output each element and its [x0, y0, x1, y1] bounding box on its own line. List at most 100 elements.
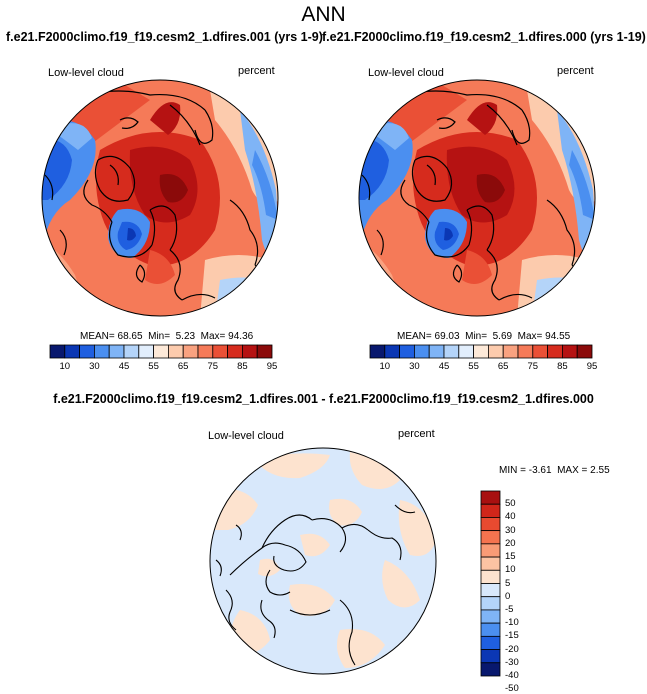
colorbar-box	[94, 344, 110, 359]
diff-title: f.e21.F2000climo.f19_f19.cesm2_1.dfires.…	[53, 392, 594, 406]
colorbar-tick-label: 10	[505, 564, 516, 576]
colorbar-3	[480, 490, 501, 677]
colorbar-tick-label: 75	[207, 361, 219, 372]
colorbar-tick-label: 65	[497, 361, 509, 372]
mean-label: MEAN=	[397, 331, 432, 342]
colorbar-1	[49, 344, 273, 359]
colorbar-tick-label: 50	[505, 498, 516, 510]
colorbar-tick-label: -20	[505, 643, 519, 655]
colorbar-tick-label: 20	[505, 537, 516, 549]
colorbar-box	[428, 344, 445, 359]
map-panel-2	[358, 79, 596, 317]
min-label: MIN =	[499, 465, 526, 476]
colorbar-tick-label: 85	[237, 361, 248, 372]
colorbar-tick-label: 5	[505, 577, 511, 589]
colorbar-box	[517, 344, 534, 359]
max-label: Max=	[200, 331, 226, 342]
colorbar-tick-label: 45	[118, 361, 130, 372]
panel-1-variable-label: Low-level cloud	[48, 67, 124, 79]
colorbar-box	[153, 344, 169, 359]
colorbar-2	[369, 344, 593, 359]
colorbar-tick-label: -10	[505, 617, 519, 629]
map-field-2	[359, 80, 595, 316]
colorbar-tick-label: 65	[177, 361, 189, 372]
panel-1-title: f.e21.F2000climo.f19_f19.cesm2_1.dfires.…	[6, 30, 323, 44]
map-field-1	[42, 80, 278, 316]
colorbar-box	[256, 344, 273, 359]
mean-value: 68.65	[117, 331, 143, 342]
colorbar-box	[487, 344, 504, 359]
colorbar-box	[138, 344, 155, 359]
colorbar-tick-label: 10	[379, 361, 391, 372]
colorbar-box	[532, 344, 548, 359]
panel-2-units-label: percent	[557, 65, 594, 77]
min-value: -3.61	[528, 465, 552, 476]
panel-1-units-label: percent	[238, 65, 275, 77]
colorbar-tick-label: 55	[148, 361, 159, 372]
colorbar-box	[480, 517, 501, 532]
colorbar-box	[197, 344, 214, 359]
colorbar-tick-label: 30	[89, 361, 100, 372]
colorbar-tick-label: 45	[438, 361, 450, 372]
panel-2-title: f.e21.F2000climo.f19_f19.cesm2_1.dfires.…	[322, 30, 646, 44]
colorbar-box	[182, 344, 199, 359]
panel-3-units-label: percent	[398, 428, 435, 440]
colorbar-box	[123, 344, 140, 359]
main-title: ANN	[301, 3, 346, 26]
panel-3-stats: MIN = -3.61 MAX = 2.55	[499, 465, 610, 476]
colorbar-box	[227, 344, 243, 359]
colorbar-tick-label: 95	[586, 361, 598, 372]
colorbar-tick-label: 10	[59, 361, 71, 372]
colorbar-tick-label: -15	[505, 630, 519, 642]
map-border-1	[41, 79, 279, 317]
map-panel-3	[209, 447, 437, 675]
colorbar-box	[241, 344, 258, 359]
colorbar-box	[480, 490, 501, 505]
colorbar-tick-label: 75	[527, 361, 539, 372]
colorbar-tick-label: 30	[505, 524, 516, 536]
colorbar-box	[49, 344, 66, 359]
colorbar-box	[562, 344, 578, 359]
map-border-3	[209, 447, 437, 675]
colorbar-tick-label: 55	[468, 361, 479, 372]
colorbar-tick-label: 85	[557, 361, 568, 372]
colorbar-tick-label: 15	[505, 551, 516, 563]
colorbar-box	[480, 583, 501, 598]
colorbar-box	[480, 662, 501, 677]
colorbar-box	[413, 344, 430, 359]
colorbar-box	[458, 344, 474, 359]
colorbar-tick-label: -30	[505, 656, 519, 668]
colorbar-box	[480, 543, 501, 558]
colorbar-box	[480, 622, 501, 637]
colorbar-box	[480, 569, 501, 584]
colorbar-box	[502, 344, 519, 359]
colorbar-tick-label: 95	[266, 361, 278, 372]
colorbar-box	[480, 609, 501, 624]
mean-label: MEAN=	[80, 331, 115, 342]
min-label: Min=	[148, 331, 171, 342]
colorbar-tick-label: 40	[505, 511, 516, 523]
colorbar-box	[480, 596, 501, 611]
coastlines-1	[44, 90, 262, 301]
max-value: 2.55	[590, 465, 610, 476]
max-label: Max=	[517, 331, 543, 342]
colorbar-box	[399, 344, 415, 359]
panel-3-variable-label: Low-level cloud	[208, 430, 284, 442]
colorbar-box	[79, 344, 95, 359]
colorbar-box	[576, 344, 593, 359]
colorbar-box	[384, 344, 400, 359]
colorbar-tick-label: -5	[505, 603, 514, 615]
mean-value: 69.03	[434, 331, 460, 342]
map-border-2	[358, 79, 596, 317]
colorbar-box	[212, 344, 229, 359]
colorbar-box	[547, 344, 563, 359]
min-label: Min=	[465, 331, 488, 342]
colorbar-box	[443, 344, 460, 359]
max-value: 94.36	[228, 331, 254, 342]
max-label: MAX =	[557, 465, 588, 476]
panel-2-stats: MEAN= 69.03 Min= 5.69 Max= 94.55	[397, 331, 570, 342]
min-value: 5.23	[175, 331, 196, 342]
max-value: 94.55	[545, 331, 571, 342]
colorbar-tick-label: -50	[505, 683, 519, 694]
